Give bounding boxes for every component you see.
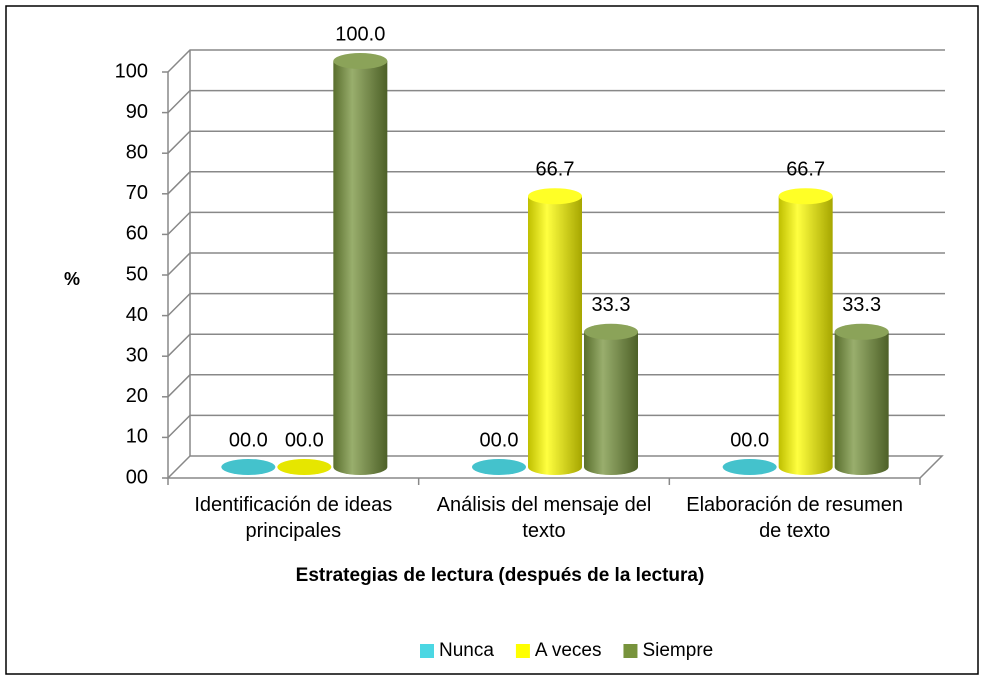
bar-top [221,459,276,475]
legend-label: Nunca [439,640,494,661]
value-label: 00.0 [730,429,769,451]
x-axis-label: Estrategias de lectura (después de la le… [296,565,705,586]
grid-line [167,211,945,235]
grid-line [167,89,945,114]
x-tick-label: Identificación de ideas principales [194,494,393,542]
value-label: 33.3 [842,294,881,316]
bar [778,196,833,475]
y-tick-label: 00 [126,466,148,488]
bar-top [778,188,833,205]
x-tick-label: Elaboración de resumen de texto [686,494,904,542]
bar [584,331,638,475]
value-label: 66.7 [786,158,825,180]
legend-label: A veces [535,640,602,661]
bar-top [277,459,332,475]
y-tick-label: 60 [126,223,148,245]
grid-line [167,130,945,154]
y-tick-label: 20 [126,385,148,407]
grid-line [167,171,945,195]
bar-top [528,188,582,205]
legend-swatch [420,644,434,658]
y-tick-label: 40 [126,304,148,326]
legend-swatch [515,644,530,658]
value-label: 33.3 [592,294,631,316]
y-tick-label: 100 [115,60,148,82]
value-label: 00.0 [229,429,268,451]
bar [333,61,388,475]
x-tick-label: Análisis del mensaje del texto [436,494,652,542]
grid-line [167,252,945,276]
bar-top [834,323,889,340]
grid-line [167,49,945,73]
y-tick-label: 70 [126,182,148,204]
grid-line [167,414,945,438]
value-label: 00.0 [480,429,519,451]
bar-top [722,459,777,475]
y-axis-label: % [64,269,80,289]
value-label: 66.7 [536,158,575,180]
bar [834,331,889,475]
y-tick-label: 30 [126,344,148,366]
bar [528,196,582,475]
y-tick-label: 50 [126,263,148,285]
legend-label: Siempre [642,640,713,661]
bar-top [472,459,526,475]
grid-line [167,333,945,357]
value-label: 100.0 [335,23,385,45]
legend-swatch [623,644,638,658]
bar-top [333,53,388,69]
value-label: 00.0 [285,429,324,451]
bar-top [584,323,638,340]
grid-line [167,374,945,398]
y-tick-label: 10 [126,426,148,448]
y-tick-label: 80 [126,141,148,163]
y-tick-label: 90 [126,101,148,123]
grid-line [167,292,945,317]
